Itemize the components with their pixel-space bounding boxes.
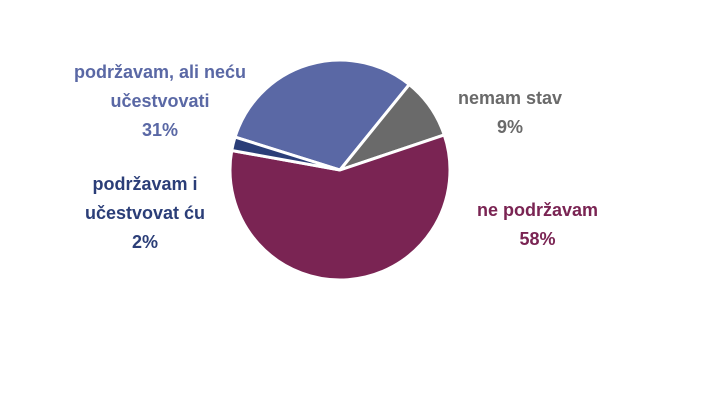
- category-name: podržavam i učestvovat ću: [84, 174, 206, 223]
- pie-slice: [233, 58, 412, 172]
- value-label: 9%: [496, 117, 523, 137]
- slice-label: podržavam, ali neću učestvovati 31%: [40, 58, 280, 145]
- value-label: 58%: [519, 229, 556, 249]
- slice-label: podržavam i učestvovat ću 2%: [45, 170, 245, 257]
- category-name: nemam stav: [457, 88, 563, 108]
- category-name: podržavam, ali neću učestvovati: [73, 62, 247, 111]
- value-label: 31%: [141, 120, 179, 140]
- pie-slice: [228, 133, 452, 282]
- slice-label: ne podržavam 58%: [445, 196, 630, 254]
- pie-slice: [229, 135, 341, 172]
- slice-label: nemam stav 9%: [440, 84, 580, 142]
- value-label: 2%: [131, 232, 158, 252]
- category-name: ne podržavam: [476, 200, 599, 220]
